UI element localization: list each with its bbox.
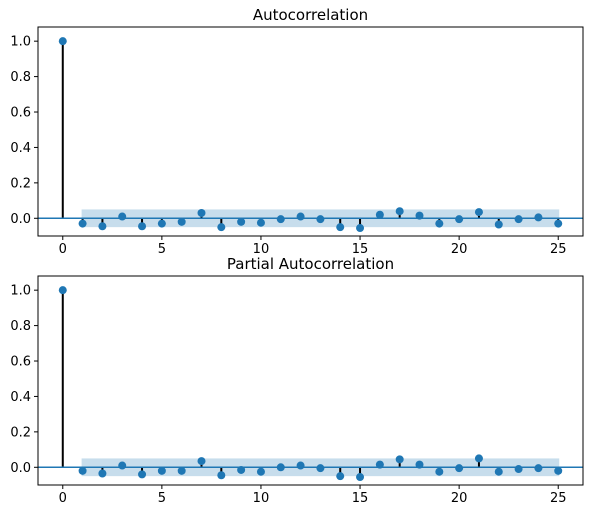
pacf-point-lag-23 xyxy=(514,465,523,474)
acf-point-lag-22 xyxy=(494,220,503,229)
pacf-point-lag-15 xyxy=(356,473,365,482)
pacf-point-lag-25 xyxy=(554,466,563,475)
pacf-point-lag-8 xyxy=(217,471,226,480)
acf-y-tick-label-0: 0.0 xyxy=(10,212,31,227)
pacf-point-lag-9 xyxy=(237,465,246,474)
acf-point-lag-7 xyxy=(197,208,206,217)
acf-point-lag-12 xyxy=(296,212,305,221)
acf-point-lag-16 xyxy=(375,210,384,219)
pacf-axes-frame xyxy=(37,275,584,486)
acf-point-lag-9 xyxy=(237,217,246,226)
acf-x-tick-label-15: 15 xyxy=(352,242,369,257)
acf-title: Autocorrelation xyxy=(253,6,368,24)
pacf-point-lag-0 xyxy=(58,286,67,295)
pacf-point-lag-7 xyxy=(197,457,206,466)
pacf-panel: 0 5 10 15 20 25 0.0 0.2 0.4 0.6 0.8 1.0 Partial Auto… xyxy=(10,255,584,506)
acf-point-lag-3 xyxy=(118,212,127,221)
acf-point-lag-25 xyxy=(554,219,563,228)
pacf-point-lag-21 xyxy=(474,454,483,463)
pacf-x-tick-label-20: 20 xyxy=(451,491,468,506)
acf-point-lag-2 xyxy=(98,222,107,231)
acf-y-tick-label-5: 1.0 xyxy=(10,35,31,50)
acf-point-lag-17 xyxy=(395,207,404,216)
pacf-x-tick-label-10: 10 xyxy=(253,491,270,506)
acf-point-lag-15 xyxy=(356,224,365,233)
acf-point-lag-19 xyxy=(435,219,444,228)
acf-y-tick-label-2: 0.4 xyxy=(10,141,31,156)
acf-point-lag-14 xyxy=(336,223,345,232)
acf-x-tick-label-0: 0 xyxy=(59,242,67,257)
acf-y-tick-label-4: 0.8 xyxy=(10,70,31,85)
pacf-point-lag-22 xyxy=(494,467,503,476)
pacf-x-tick-label-5: 5 xyxy=(158,491,166,506)
pacf-point-lag-17 xyxy=(395,455,404,464)
pacf-point-lag-3 xyxy=(118,461,127,470)
pacf-point-lag-10 xyxy=(256,467,265,476)
acf-panel: 0 5 10 15 20 25 0.0 0.2 0.4 0.6 0.8 1.0 Autocorrelat… xyxy=(10,6,584,257)
pacf-y-tick-label-4: 0.8 xyxy=(10,319,31,334)
pacf-y-tick-label-5: 1.0 xyxy=(10,284,31,299)
acf-point-lag-6 xyxy=(177,217,186,226)
pacf-point-lag-14 xyxy=(336,472,345,481)
pacf-x-tick-label-0: 0 xyxy=(59,491,67,506)
acf-point-lag-1 xyxy=(78,219,87,228)
acf-point-lag-0 xyxy=(58,37,67,46)
acf-point-lag-21 xyxy=(474,208,483,217)
pacf-point-lag-1 xyxy=(78,466,87,475)
pacf-point-lag-13 xyxy=(316,464,325,473)
pacf-y-tick-label-2: 0.4 xyxy=(10,390,31,405)
pacf-point-lag-12 xyxy=(296,461,305,470)
acf-x-tick-label-10: 10 xyxy=(253,242,270,257)
pacf-x-tick-label-15: 15 xyxy=(352,491,369,506)
acf-point-lag-4 xyxy=(138,222,147,231)
pacf-point-lag-2 xyxy=(98,469,107,478)
pacf-y-tick-label-1: 0.2 xyxy=(10,425,31,440)
pacf-point-lag-5 xyxy=(157,466,166,475)
acf-axes-frame xyxy=(37,26,584,237)
pacf-y-tick-label-3: 0.6 xyxy=(10,355,31,370)
acf-x-tick-label-5: 5 xyxy=(158,242,166,257)
acf-x-tick-label-25: 25 xyxy=(550,242,567,257)
acf-y-tick-label-1: 0.2 xyxy=(10,176,31,191)
pacf-point-lag-11 xyxy=(276,463,285,472)
pacf-point-lag-24 xyxy=(534,464,543,473)
pacf-point-lag-19 xyxy=(435,467,444,476)
acf-point-lag-24 xyxy=(534,213,543,222)
pacf-point-lag-18 xyxy=(415,460,424,469)
acf-point-lag-10 xyxy=(256,218,265,227)
acf-point-lag-8 xyxy=(217,223,226,232)
acf-x-tick-label-20: 20 xyxy=(451,242,468,257)
acf-point-lag-11 xyxy=(276,215,285,224)
pacf-point-lag-4 xyxy=(138,470,147,479)
acf-point-lag-18 xyxy=(415,211,424,220)
pacf-point-lag-6 xyxy=(177,466,186,475)
pacf-point-lag-16 xyxy=(375,460,384,469)
pacf-y-tick-label-0: 0.0 xyxy=(10,461,31,476)
acf-point-lag-23 xyxy=(514,215,523,224)
pacf-x-tick-label-25: 25 xyxy=(550,491,567,506)
pacf-point-lag-20 xyxy=(455,464,464,473)
acf-point-lag-5 xyxy=(157,219,166,228)
acf-point-lag-20 xyxy=(455,215,464,224)
acf-y-tick-label-3: 0.6 xyxy=(10,106,31,121)
pacf-title: Partial Autocorrelation xyxy=(227,255,394,273)
acf-point-lag-13 xyxy=(316,215,325,224)
